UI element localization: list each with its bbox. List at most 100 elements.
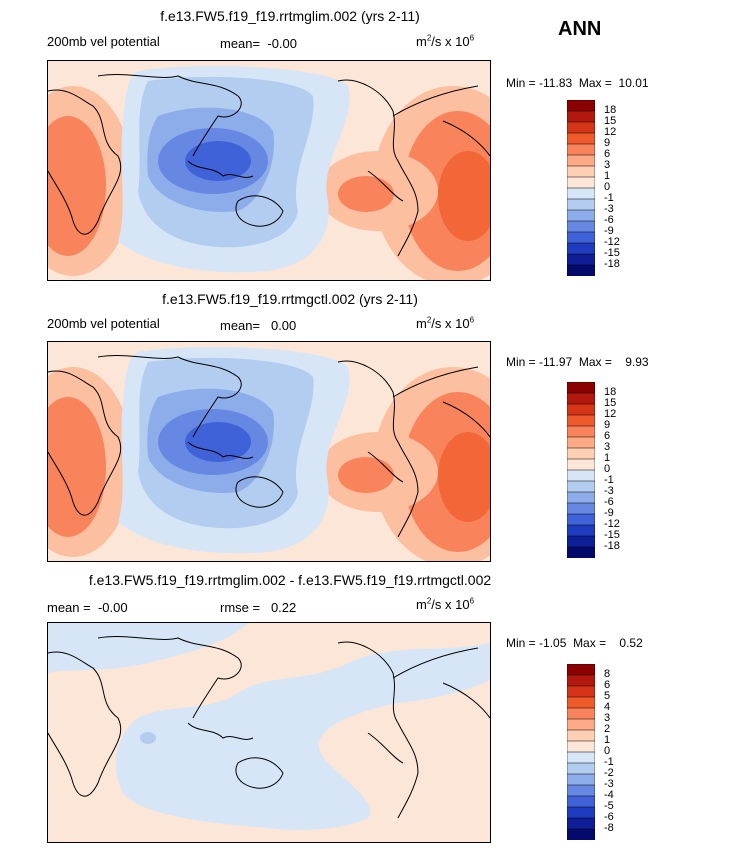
units-tail: /s x 10 bbox=[431, 34, 470, 49]
colorbar-swatch bbox=[567, 685, 595, 698]
panel-3-colorbar bbox=[567, 664, 595, 840]
colorbar-tick-label: 8 bbox=[604, 668, 611, 680]
colorbar-tick-label: -12 bbox=[604, 236, 620, 248]
colorbar-tick-label: 4 bbox=[604, 701, 611, 713]
colorbar-swatch bbox=[567, 403, 595, 416]
season-label: ANN bbox=[558, 18, 602, 40]
colorbar-swatch bbox=[567, 392, 595, 405]
colorbar-tick-label: 6 bbox=[604, 148, 611, 160]
panel-3-minmax: Min = -1.05 Max = 0.52 bbox=[506, 636, 643, 650]
panel-1-mean: mean= -0.00 bbox=[220, 36, 297, 51]
colorbar-swatch bbox=[567, 784, 595, 797]
colorbar-tick-label: 1 bbox=[604, 734, 611, 746]
colorbar-swatch bbox=[567, 664, 595, 676]
colorbar-tick-label: 2 bbox=[604, 723, 611, 735]
colorbar-swatch bbox=[567, 740, 595, 753]
coastlines bbox=[48, 355, 490, 538]
colorbar-tick-label: -15 bbox=[604, 247, 620, 259]
panel-2-minmax: Min = -11.97 Max = 9.93 bbox=[506, 355, 649, 369]
panel-1-title: f.e13.FW5.f19_f19.rrtmglim.002 (yrs 2-11… bbox=[160, 8, 420, 24]
units-tail: /s x 10 bbox=[431, 597, 470, 612]
map-contour bbox=[140, 732, 156, 744]
colorbar-swatch bbox=[567, 414, 595, 427]
colorbar-swatch bbox=[567, 165, 595, 178]
max-value: 0.52 bbox=[619, 636, 643, 650]
colorbar-tick-label: 0 bbox=[604, 745, 611, 757]
colorbar-tick-label: 3 bbox=[604, 159, 611, 171]
colorbar-swatch bbox=[567, 535, 595, 548]
colorbar-swatch bbox=[567, 751, 595, 764]
coastlines bbox=[48, 636, 490, 819]
colorbar-swatch bbox=[567, 718, 595, 731]
colorbar-tick-label: 0 bbox=[604, 463, 611, 475]
units-base: m bbox=[416, 316, 427, 331]
colorbar-swatch bbox=[567, 143, 595, 156]
min-label: Min = bbox=[506, 355, 536, 369]
panel-2-colorbar-svg bbox=[567, 382, 595, 558]
units-exp: 2 bbox=[426, 33, 432, 43]
min-value: -11.97 bbox=[539, 355, 573, 369]
panel-2-variable-label: 200mb vel potential bbox=[47, 316, 160, 331]
colorbar-tick-label: -12 bbox=[604, 518, 620, 530]
colorbar-tick-label: 9 bbox=[604, 137, 611, 149]
map-contour bbox=[48, 116, 106, 256]
panel-2-colorbar bbox=[567, 382, 595, 558]
panel-3-rmse-label: rmse = bbox=[220, 600, 261, 615]
colorbar-swatch bbox=[567, 110, 595, 123]
map-contour bbox=[338, 176, 394, 212]
colorbar-tick-label: -6 bbox=[604, 214, 614, 226]
colorbar-swatch bbox=[567, 154, 595, 167]
colorbar-tick-label: -8 bbox=[604, 822, 614, 834]
colorbar-tick-label: -2 bbox=[604, 767, 614, 779]
units-exp: 2 bbox=[426, 315, 432, 325]
map-contour bbox=[438, 432, 490, 522]
colorbar-swatch bbox=[567, 382, 595, 394]
colorbar-swatch bbox=[567, 242, 595, 255]
colorbar-swatch bbox=[567, 546, 595, 558]
colorbar-tick-label: 3 bbox=[604, 712, 611, 724]
min-value: -1.05 bbox=[539, 636, 567, 650]
colorbar-tick-label: 6 bbox=[604, 430, 611, 442]
colorbar-swatch bbox=[567, 762, 595, 775]
panel-1-variable-label: 200mb vel potential bbox=[47, 34, 160, 49]
colorbar-tick-label: -1 bbox=[604, 192, 614, 204]
colorbar-tick-label: -1 bbox=[604, 474, 614, 486]
colorbar-swatch bbox=[567, 502, 595, 515]
colorbar-swatch bbox=[567, 524, 595, 537]
map-contour bbox=[338, 457, 394, 493]
max-value: 10.01 bbox=[618, 76, 649, 90]
colorbar-tick-label: -4 bbox=[604, 789, 614, 801]
panel-1-minmax: Min = -11.83 Max = 10.01 bbox=[506, 76, 649, 90]
colorbar-swatch bbox=[567, 198, 595, 211]
colorbar-swatch bbox=[567, 817, 595, 830]
colorbar-swatch bbox=[567, 209, 595, 222]
colorbar-swatch bbox=[567, 436, 595, 449]
colorbar-swatch bbox=[567, 707, 595, 720]
colorbar-tick-label: 6 bbox=[604, 679, 611, 691]
colorbar-swatch bbox=[567, 187, 595, 200]
colorbar-tick-label: 0 bbox=[604, 181, 611, 193]
colorbar-swatch bbox=[567, 425, 595, 438]
panel-3-mean: mean = -0.00 bbox=[47, 600, 128, 615]
colorbar-tick-label: -15 bbox=[604, 529, 620, 541]
panel-2-map bbox=[47, 341, 491, 562]
panel-1-colorbar bbox=[567, 100, 595, 276]
panel-1-mean-label: mean= bbox=[220, 36, 261, 51]
panel-1-colorbar-svg bbox=[567, 100, 595, 276]
panel-3-map bbox=[47, 622, 491, 843]
colorbar-swatch bbox=[567, 828, 595, 840]
colorbar-swatch bbox=[567, 231, 595, 244]
max-label: Max = bbox=[578, 76, 612, 90]
map-contour bbox=[438, 151, 490, 241]
panel-3-units: m2/s x 106 bbox=[416, 597, 474, 612]
colorbar-swatch bbox=[567, 458, 595, 471]
units-exp2: 6 bbox=[469, 315, 475, 325]
colorbar-tick-label: 15 bbox=[604, 115, 617, 127]
colorbar-tick-label: -5 bbox=[604, 800, 614, 812]
panel-3-mean-label: mean = bbox=[47, 600, 91, 615]
panel-2-units: m2/s x 106 bbox=[416, 316, 474, 331]
colorbar-tick-label: -3 bbox=[604, 778, 614, 790]
panel-1-map bbox=[47, 60, 491, 281]
colorbar-tick-label: 1 bbox=[604, 170, 611, 182]
units-exp2: 6 bbox=[469, 596, 475, 606]
